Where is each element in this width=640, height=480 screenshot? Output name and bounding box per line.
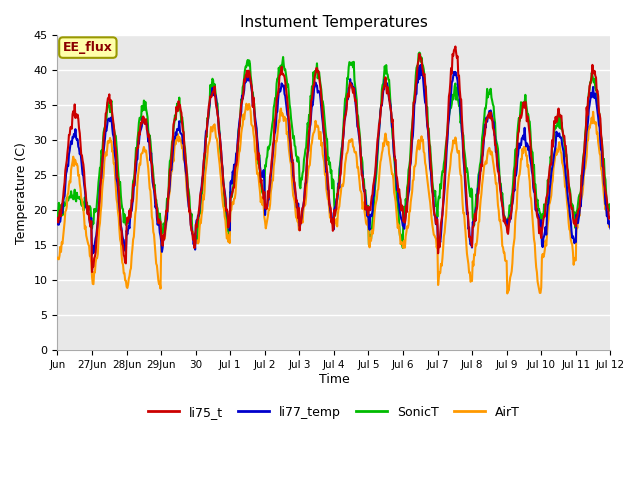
Y-axis label: Temperature (C): Temperature (C)	[15, 142, 28, 244]
X-axis label: Time: Time	[319, 373, 349, 386]
Title: Instument Temperatures: Instument Temperatures	[240, 15, 428, 30]
Text: EE_flux: EE_flux	[63, 41, 113, 54]
Legend: li75_t, li77_temp, SonicT, AirT: li75_t, li77_temp, SonicT, AirT	[143, 401, 525, 424]
